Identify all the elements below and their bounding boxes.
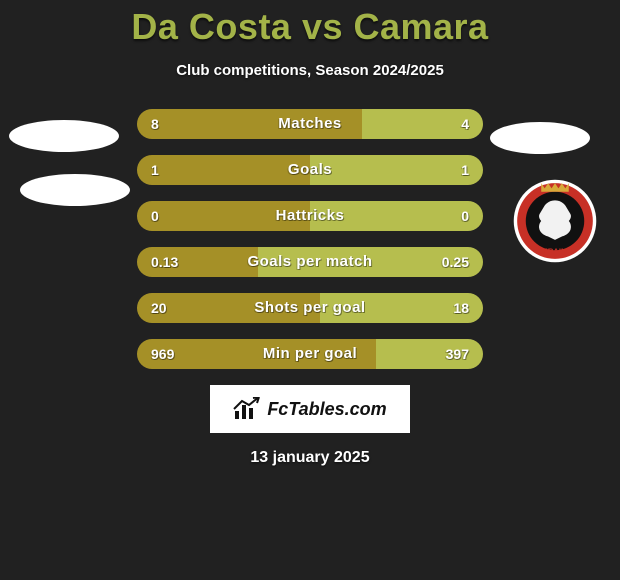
stat-row: 84Matches [137, 109, 483, 139]
placeholder-ellipse [490, 122, 590, 154]
placeholder-ellipse [20, 174, 130, 206]
stat-row: 2018Shots per goal [137, 293, 483, 323]
left-placeholder-group [6, 120, 122, 228]
stats-bars: 84Matches 11Goals 00Hattricks 0.130.25Goals… [137, 109, 483, 369]
stat-label: Goals [137, 155, 483, 185]
stat-row: 969397Min per goal [137, 339, 483, 369]
stat-row: 0.130.25Goals per match [137, 247, 483, 277]
stat-label: Matches [137, 109, 483, 139]
badge-text: SERAING [537, 247, 572, 256]
stat-label: Hattricks [137, 201, 483, 231]
stat-row: 00Hattricks [137, 201, 483, 231]
fctables-watermark: FcTables.com [210, 385, 410, 433]
club-badge: SERAING [512, 178, 598, 264]
page-subtitle: Club competitions, Season 2024/2025 [0, 62, 620, 79]
chart-icon [233, 397, 261, 421]
fctables-label: FcTables.com [267, 399, 386, 420]
stat-label: Shots per goal [137, 293, 483, 323]
stat-row: 11Goals [137, 155, 483, 185]
placeholder-ellipse [9, 120, 119, 152]
page-title: Da Costa vs Camara [0, 6, 620, 48]
stat-label: Min per goal [137, 339, 483, 369]
stat-label: Goals per match [137, 247, 483, 277]
date-label: 13 january 2025 [0, 449, 620, 467]
